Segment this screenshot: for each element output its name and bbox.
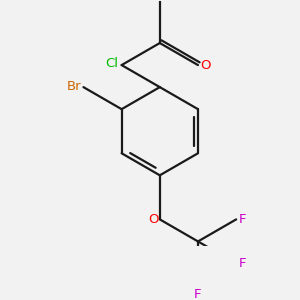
Text: F: F [238, 257, 246, 270]
Text: Br: Br [66, 80, 81, 93]
Text: Cl: Cl [106, 57, 119, 70]
Text: O: O [148, 213, 159, 226]
Text: F: F [194, 288, 202, 300]
Text: O: O [200, 58, 211, 72]
Text: F: F [238, 213, 246, 226]
